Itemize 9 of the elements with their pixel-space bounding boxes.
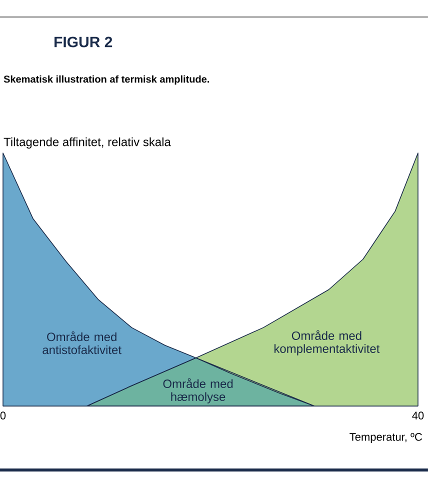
x-tick-label: 40 xyxy=(412,412,424,420)
chart-subtitle: Skematisk illustration af termisk amplitude. xyxy=(4,75,209,85)
y-axis-title: Tiltagende affinitet, relativ skala xyxy=(4,137,171,149)
x-axis-title: Temperatur, ºC xyxy=(350,433,422,443)
chart-title: FIGUR 2 xyxy=(54,36,112,48)
x-tick-label: 0 xyxy=(0,412,6,420)
annotation: Område med hæmolyse xyxy=(163,378,233,404)
annotation: Område med komplementaktivitet xyxy=(274,330,380,356)
annotation: Område med antistofaktivitet xyxy=(42,331,122,354)
